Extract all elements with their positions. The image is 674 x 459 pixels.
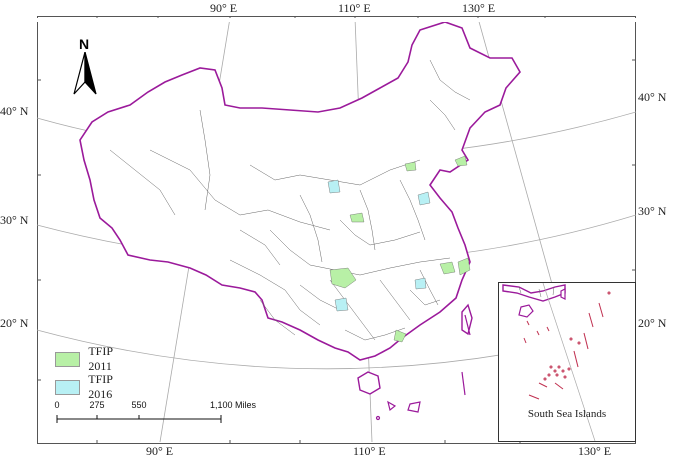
lon-label-top-130: 130° E (462, 1, 496, 15)
north-label: N (79, 36, 90, 52)
legend-label-2011: TFIP 2011 (88, 344, 113, 373)
inset-taiwan (560, 288, 566, 300)
lat-label-left-40: 40° N (0, 104, 29, 118)
scale-tick-1100: 1,100 Miles (209, 400, 257, 410)
lon-label-bottom-90: 90° E (146, 444, 174, 458)
scale-bar-graphic (56, 415, 222, 423)
lon-label-top-90: 90° E (210, 1, 238, 15)
legend-swatch-2011 (55, 351, 81, 367)
inset-title: South Sea Islands (527, 408, 607, 420)
lat-label-right-20: 20° N (638, 316, 667, 330)
lon-label-top-110: 110° E (338, 1, 371, 15)
hainan-island (357, 371, 381, 395)
legend-item-2011: TFIP 2011 (55, 344, 123, 374)
scale-tick-275: 275 (89, 400, 105, 410)
scale-bar: 0 275 550 1,100 Miles (54, 400, 257, 430)
scale-tick-550: 550 (131, 400, 147, 410)
lat-label-right-40: 40° N (638, 90, 667, 104)
inset-island-dots (523, 291, 611, 400)
lat-label-left-20: 20° N (0, 316, 29, 330)
taiwan-island (461, 303, 473, 336)
china-landmass (79, 21, 521, 395)
legend-label-2016: TFIP 2016 (88, 372, 113, 401)
scale-tick-0: 0 (54, 400, 60, 410)
tfip-2016-areas (327, 179, 431, 312)
legend-swatch-2016 (55, 379, 81, 395)
legend-item-2016: TFIP 2016 (55, 372, 123, 402)
internal-boundaries (109, 59, 471, 341)
lon-label-bottom-110: 110° E (353, 444, 386, 458)
china-outline (79, 21, 521, 361)
lat-label-left-30: 30° N (0, 213, 29, 227)
south-sea-inset: South Sea Islands (498, 282, 636, 442)
north-arrow-icon (73, 52, 97, 95)
north-arrow: N (72, 36, 98, 96)
lat-label-right-30: 30° N (638, 204, 667, 218)
tfip-2011-areas (329, 155, 471, 343)
inset-coastline (502, 284, 566, 302)
sea-islands (375, 314, 471, 421)
inset-hainan (518, 304, 534, 318)
lon-label-bottom-130: 130° E (578, 444, 612, 458)
